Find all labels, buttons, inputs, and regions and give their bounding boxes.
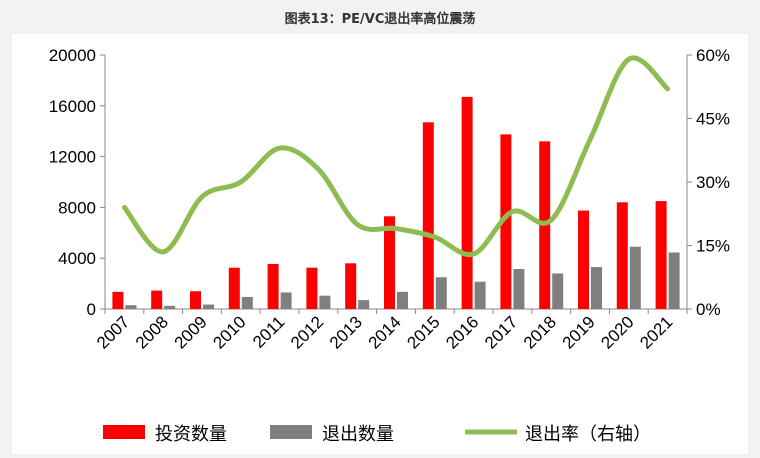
right-tick-label: 45% xyxy=(696,110,730,129)
left-tick-label: 8000 xyxy=(58,198,96,217)
right-tick-label: 60% xyxy=(696,46,730,65)
exit-rate-line xyxy=(121,55,671,258)
exit-bar xyxy=(474,281,486,309)
right-tick-label: 0% xyxy=(696,300,721,319)
exit-bar xyxy=(203,304,214,309)
left-tick-label: 12000 xyxy=(49,148,96,167)
legend-invest-swatch xyxy=(103,425,145,439)
invest-bar xyxy=(500,134,512,309)
x-tick-label: 2018 xyxy=(520,312,560,352)
exit-bar xyxy=(552,273,564,309)
left-tick-label: 0 xyxy=(87,300,96,319)
exit-bar xyxy=(358,300,370,309)
x-tick-label: 2008 xyxy=(132,312,172,352)
invest-bar xyxy=(655,201,667,309)
x-tick-label: 2015 xyxy=(403,312,443,352)
invest-bar xyxy=(151,290,163,309)
exit-bar xyxy=(591,267,602,309)
x-tick-label: 2007 xyxy=(93,312,133,352)
chart-title: 图表13：PE/VC退出率高位震荡 xyxy=(284,11,476,27)
invest-bar xyxy=(616,202,628,309)
right-tick-label: 30% xyxy=(696,173,730,192)
invest-bar xyxy=(190,291,201,309)
x-tick-label: 2016 xyxy=(442,312,482,352)
x-tick-label: 2014 xyxy=(365,312,405,352)
x-tick-label: 2021 xyxy=(636,312,676,352)
exit-bar xyxy=(164,305,176,309)
invest-bar xyxy=(228,267,240,309)
left-tick-label: 4000 xyxy=(58,249,96,268)
invest-bar xyxy=(345,263,357,309)
invest-bar xyxy=(306,267,318,309)
invest-bar xyxy=(578,210,589,309)
x-tick-label: 2020 xyxy=(597,312,637,352)
x-tick-label: 2011 xyxy=(249,312,288,351)
exit-bar xyxy=(513,268,525,309)
exit-bar xyxy=(397,291,408,309)
legend-rate-label: 退出率（右轴） xyxy=(525,424,651,444)
exit-bar xyxy=(629,246,641,309)
legend-exit-swatch xyxy=(270,425,312,439)
invest-bar xyxy=(112,291,124,309)
x-tick-label: 2010 xyxy=(209,312,249,352)
x-tick-label: 2019 xyxy=(559,312,599,352)
exit-bar xyxy=(668,252,680,309)
legend-invest-label: 投资数量 xyxy=(155,424,227,444)
exit-bar xyxy=(280,292,292,309)
exit-bar xyxy=(241,296,253,309)
invest-bar xyxy=(461,96,473,309)
invest-bar xyxy=(384,216,395,309)
x-tick-label: 2013 xyxy=(326,312,366,352)
left-tick-label: 16000 xyxy=(49,97,96,116)
invest-bar xyxy=(422,122,434,309)
x-tick-label: 2009 xyxy=(171,312,211,352)
left-tick-label: 20000 xyxy=(49,46,96,65)
invest-bar xyxy=(267,263,279,309)
x-tick-label: 2017 xyxy=(481,312,521,352)
x-tick-label: 2012 xyxy=(287,312,327,352)
exit-bar xyxy=(319,295,331,309)
legend-exit-label: 退出数量 xyxy=(322,424,394,444)
exit-bar xyxy=(435,277,447,309)
exit-bar xyxy=(125,305,137,309)
right-tick-label: 15% xyxy=(696,237,730,256)
